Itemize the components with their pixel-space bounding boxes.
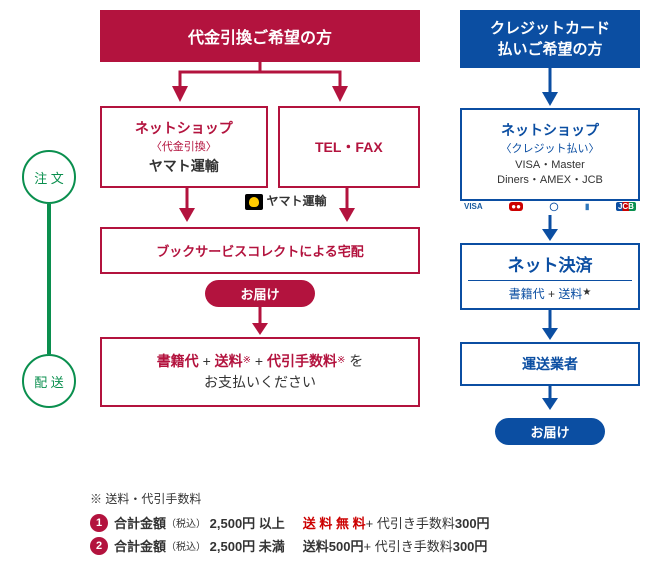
cod-column: 代金引換ご希望の方 ネットショップ 〈代金引換〉 ヤマト運輸 TEL・FAX ヤ… <box>100 10 420 407</box>
cod-delivery-pill: お届け <box>205 280 315 307</box>
diners-logo: ◯ <box>549 202 558 211</box>
payment-codfee: 代引手数料 <box>267 353 337 369</box>
credit-netshop-title: ネットショップ <box>468 120 632 140</box>
credit-delivery-pill: お届け <box>495 418 605 445</box>
arrow-down-icon <box>460 215 640 243</box>
jcb-logo: JCB <box>616 202 636 211</box>
yamato-label: ヤマト運輸 <box>267 194 327 208</box>
free-shipping: 送 料 無 料 <box>303 513 366 532</box>
payment-ship: 送料 <box>215 353 243 369</box>
card-logos: VISA ●● ◯ ▮ JCB <box>460 199 640 215</box>
cod-header: 代金引換ご希望の方 <box>100 10 420 62</box>
arrow-down-icon <box>100 307 420 337</box>
credit-carrier-box: 運送業者 <box>460 342 640 386</box>
credit-column: クレジットカード払いご希望の方 ネットショップ 〈クレジット払い〉 VISA・M… <box>460 10 640 451</box>
cod-bookservice-box: ブックサービスコレクトによる宅配 <box>100 227 420 274</box>
cod-netshop-title: ネットショップ <box>108 118 260 138</box>
credit-netpay-title: ネット決済 <box>468 251 632 276</box>
credit-netshop-sub: 〈クレジット払い〉 <box>468 140 632 156</box>
cod-netshop-carrier: ヤマト運輸 <box>108 156 260 176</box>
arrow-down-icon <box>460 68 640 108</box>
yamato-logo: ヤマト運輸 <box>245 192 327 210</box>
payment-line2: お支払いください <box>204 374 316 390</box>
footer-row-1: 1 合計金額（税込） 2,500円 以上 送 料 無 料 + 代引き手数料300… <box>90 513 490 532</box>
footer-notes: ※ 送料・代引手数料 1 合計金額（税込） 2,500円 以上 送 料 無 料 … <box>90 490 490 559</box>
timeline: 注 文 配 送 <box>22 150 76 408</box>
timeline-connector <box>47 204 51 354</box>
num-circle-1: 1 <box>90 514 108 532</box>
visa-logo: VISA <box>464 202 483 211</box>
cod-netshop-sub: 〈代金引換〉 <box>108 138 260 154</box>
cod-telfax-box: TEL・FAX <box>278 106 420 188</box>
timeline-ship: 配 送 <box>22 354 76 408</box>
mastercard-logo: ●● <box>509 202 523 211</box>
arrow-split-icon <box>100 62 420 106</box>
cod-netshop-box: ネットショップ 〈代金引換〉 ヤマト運輸 <box>100 106 268 188</box>
timeline-order: 注 文 <box>22 150 76 204</box>
credit-netpay-box: ネット決済 書籍代 + 送料★ <box>460 243 640 310</box>
credit-header: クレジットカード払いご希望の方 <box>460 10 640 68</box>
payment-book: 書籍代 <box>157 353 199 369</box>
credit-netshop-box: ネットショップ 〈クレジット払い〉 VISA・MasterDiners・AMEX… <box>460 108 640 201</box>
footer-row-2: 2 合計金額（税込） 2,500円 未満 送料500円 + 代引き手数料300円 <box>90 536 490 555</box>
arrow-down-icon <box>460 310 640 342</box>
amex-logo: ▮ <box>585 202 589 211</box>
num-circle-2: 2 <box>90 537 108 555</box>
arrow-down-icon <box>460 386 640 412</box>
cod-payment-box: 書籍代 + 送料※ + 代引手数料※ を お支払いください <box>100 337 420 407</box>
footer-title: ※ 送料・代引手数料 <box>90 490 490 507</box>
